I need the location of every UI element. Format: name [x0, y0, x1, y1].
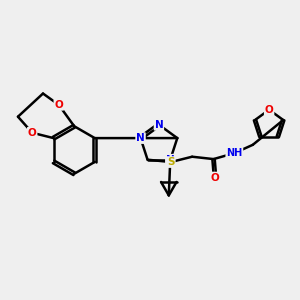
Text: O: O: [54, 100, 63, 110]
Text: O: O: [265, 105, 274, 115]
Text: N: N: [154, 120, 163, 130]
Text: O: O: [28, 128, 37, 138]
Text: N: N: [136, 133, 145, 143]
Text: N: N: [166, 155, 175, 165]
Text: NH: NH: [226, 148, 242, 158]
Text: O: O: [211, 172, 219, 182]
Text: S: S: [167, 157, 175, 167]
